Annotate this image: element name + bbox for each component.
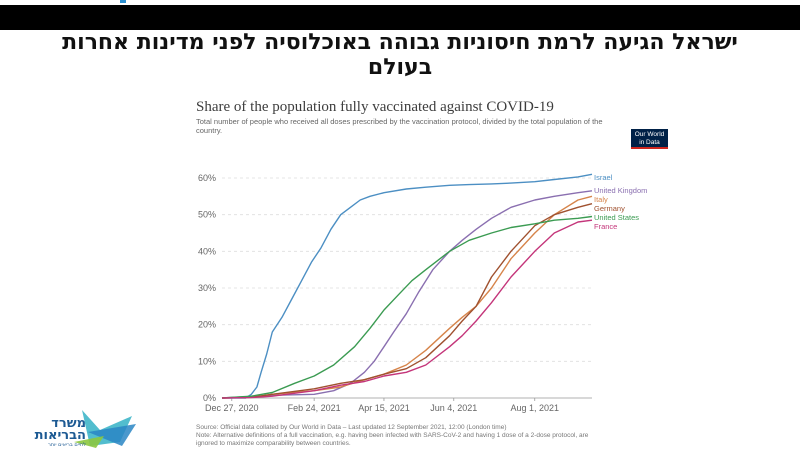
legend-label-germany: Germany xyxy=(594,204,625,213)
ministry-of-health-logo-icon xyxy=(74,410,136,448)
x-tick-label: Apr 15, 2021 xyxy=(358,403,410,413)
ministry-of-health-wordmark: משרד הבריאות לחיים בריאים יותר xyxy=(6,416,86,448)
y-tick-label: 40% xyxy=(198,246,216,256)
series-line-germany xyxy=(221,203,593,399)
ministry-line1: משרד xyxy=(51,416,86,431)
chart-subtitle: Total number of people who received all … xyxy=(196,117,603,135)
x-axis-labels: Dec 27, 2020 Feb 24, 2021 Apr 15, 2021 Jun … xyxy=(205,403,559,413)
owid-logo-line2: in Data xyxy=(639,138,660,146)
top-bar xyxy=(0,0,800,30)
slide-title: ישראל הגיעה לרמת חיסוניות גבוהה באוכלוסי… xyxy=(62,30,738,80)
y-tick-label: 30% xyxy=(198,283,216,293)
legend-label-france: France xyxy=(594,222,617,231)
x-tick-label: Jun 4, 2021 xyxy=(430,403,477,413)
top-strip xyxy=(0,0,800,5)
y-tick-label: 60% xyxy=(198,173,216,183)
legend-label-united-states: United States xyxy=(594,213,639,222)
series-line-united-kingdom xyxy=(221,190,593,399)
y-tick-label: 10% xyxy=(198,356,216,366)
y-tick-label: 20% xyxy=(198,320,216,330)
ministry-line2: הבריאות xyxy=(34,428,86,443)
legend-label-italy: Italy xyxy=(594,195,608,204)
chart-title: Share of the population fully vaccinated… xyxy=(196,99,554,115)
x-tick-label: Feb 24, 2021 xyxy=(288,403,341,413)
chart-footnote: Source: Official data collated by Our Wo… xyxy=(196,424,656,448)
legend-label-israel: Israel xyxy=(594,173,613,182)
x-tick-label: Dec 27, 2020 xyxy=(205,403,259,413)
footnote-source: Source: Official data collated by Our Wo… xyxy=(196,424,507,431)
series-line-israel xyxy=(222,173,593,399)
slide xyxy=(0,30,800,450)
owid-logo-line1: Our World xyxy=(634,131,665,138)
footnote-note: Note: Alternative definitions of a full … xyxy=(196,432,589,439)
top-strip-accent xyxy=(120,0,126,3)
y-tick-label: 0% xyxy=(203,393,216,403)
legend-label-united-kingdom: United Kingdom xyxy=(594,186,647,195)
chart-lines xyxy=(221,173,593,399)
series-line-united-states xyxy=(221,215,593,399)
ministry-tagline: לחיים בריאים יותר xyxy=(47,442,86,448)
series-line-france xyxy=(221,219,593,399)
y-tick-label: 50% xyxy=(198,210,216,220)
owid-logo: Our World in Data xyxy=(631,129,668,149)
footnote-note-cont: ignored to maximize comparability betwee… xyxy=(196,440,351,447)
x-tick-label: Aug 1, 2021 xyxy=(510,403,559,413)
y-axis-labels: 0% 10% 20% 30% 40% 50% 60% xyxy=(198,173,216,403)
